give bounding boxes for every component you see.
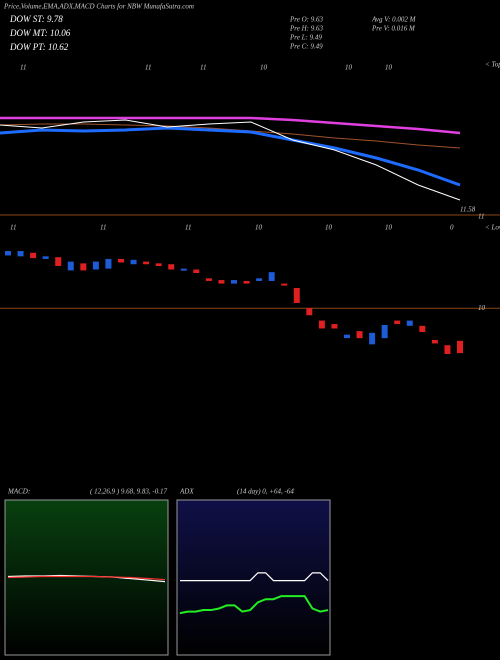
candle [369,332,376,345]
candle [406,320,413,326]
pre-v: Pre V: 0.016 M [371,25,416,33]
dow-pt: DOW PT: 10.62 [9,42,69,52]
series-line [0,116,461,135]
candle [42,256,49,259]
candle [431,339,438,344]
avg-v: Avg V: 0.002 M [371,16,417,24]
macd-title: MACD: [7,488,30,496]
x-tick-label: 11 [200,64,206,72]
pre-c: Pre C: 9.49 [289,43,323,51]
candle [381,324,388,339]
candle [92,261,99,270]
x-tick-label: 11 [145,64,151,72]
pre-l: Pre L: 9.49 [289,34,322,42]
y-tick-label: 10 [478,304,486,312]
candle [17,251,24,257]
macd-panel [4,499,169,656]
candle [256,278,263,281]
candle [394,320,401,325]
x-tick-label: 11 [20,64,26,72]
candle [5,251,11,256]
candle [205,278,212,281]
candle [55,257,62,266]
candle [218,280,225,284]
candle [67,261,74,271]
series-line [180,572,329,582]
dow-st: DOW ST: 9.78 [9,14,63,24]
candle [105,258,112,269]
macd-subtitle: ( 12,26,9 ) 9.68, 9.83, -0.17 [90,488,167,496]
x-tick-label: 10 [345,64,353,72]
tops-label: < Tops [485,61,500,69]
candle [30,252,37,259]
candle [318,320,325,329]
x-tick-label: 11 [478,213,484,221]
series-line [7,575,166,581]
candle [130,259,137,265]
pre-h: Pre H: 9.63 [289,25,323,33]
title: Price,Volume,EMA,ADX,MACD Charts for NBW… [3,3,194,11]
series-line [0,119,461,201]
candle [419,325,426,332]
lows-label: < Lows [485,224,500,232]
x-tick-label: 11 [185,224,191,232]
candle [118,258,124,263]
x-tick-label: 10 [255,224,263,232]
x-tick-label: 10 [385,224,393,232]
candle [168,264,175,270]
candle [268,272,275,281]
series-line [0,126,461,187]
candle [457,340,463,354]
candle [143,261,150,265]
annotation: 11.58 [460,206,476,214]
candle [344,334,350,339]
candle [293,288,300,303]
adx-subtitle: (14 day) 0, +64, -64 [237,488,294,496]
candle [231,280,237,284]
x-tick-label: 10 [260,64,268,72]
x-tick-label: 10 [325,224,333,232]
candle [193,269,200,274]
x-tick-label: 10 [385,64,393,72]
x-tick-label: 0 [450,224,454,232]
candle [80,263,87,271]
candle [180,268,187,271]
candle [331,324,338,329]
dow-mt: DOW MT: 10.06 [9,28,71,38]
candle [306,308,313,316]
series-line [179,595,329,615]
x-tick-label: 11 [100,224,106,232]
candle [243,280,250,284]
candle [356,331,363,339]
candle [444,345,451,354]
pre-o: Pre O: 9.63 [289,16,323,24]
candle [155,263,162,266]
adx-title: ADX [179,488,194,496]
x-tick-label: 11 [10,224,16,232]
candle [281,283,288,286]
